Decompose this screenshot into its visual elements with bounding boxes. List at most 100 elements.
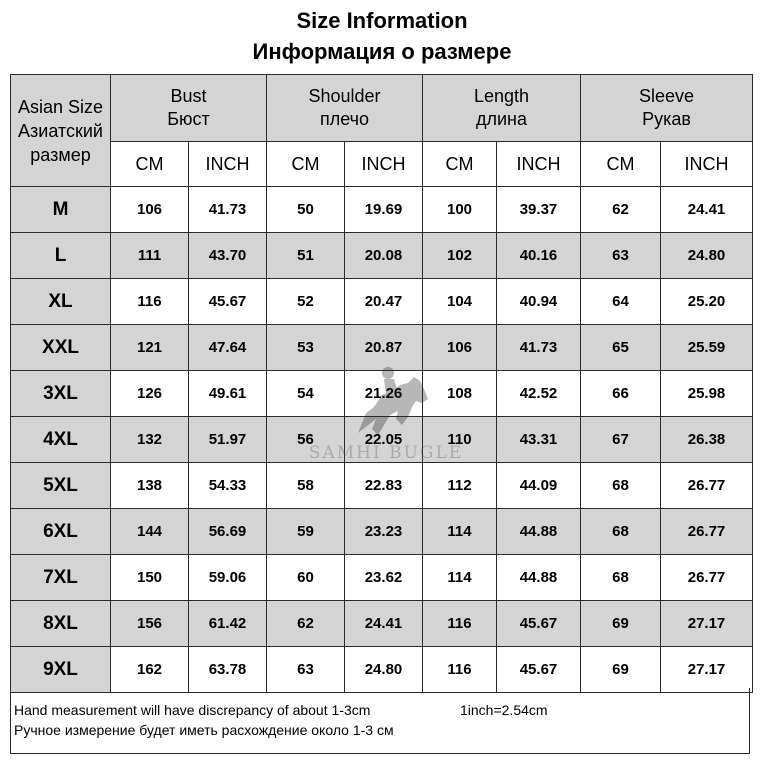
value-cell: 67	[580, 416, 661, 463]
value-cell: 27.17	[659, 600, 754, 647]
table-row: 9XL 162 63.78 63 24.80 116 45.67 69 27.17	[10, 646, 754, 693]
value-cell: 20.87	[344, 324, 423, 371]
unit-header: CM	[266, 141, 345, 187]
value-cell: 20.08	[344, 232, 423, 279]
value-cell: 24.80	[344, 646, 423, 693]
size-cell: 4XL	[10, 416, 111, 463]
table-row: 7XL 150 59.06 60 23.62 114 44.88 68 26.77	[10, 554, 754, 601]
value-cell: 132	[110, 416, 189, 463]
value-cell: 51.97	[188, 416, 267, 463]
unit-header: INCH	[344, 141, 423, 187]
value-cell: 26.77	[659, 508, 754, 555]
value-cell: 24.41	[659, 186, 754, 233]
value-cell: 47.64	[188, 324, 267, 371]
size-cell: M	[10, 186, 111, 233]
size-cell: 7XL	[10, 554, 111, 601]
unit-header: INCH	[659, 141, 754, 187]
value-cell: 68	[580, 508, 661, 555]
value-cell: 39.37	[496, 186, 581, 233]
unit-header: INCH	[188, 141, 267, 187]
value-cell: 19.69	[344, 186, 423, 233]
value-cell: 22.83	[344, 462, 423, 509]
value-cell: 26.77	[659, 554, 754, 601]
value-cell: 25.59	[659, 324, 754, 371]
value-cell: 45.67	[188, 278, 267, 325]
note-english: Hand measurement will have discrepancy o…	[14, 702, 371, 718]
value-cell: 26.38	[659, 416, 754, 463]
value-cell: 59.06	[188, 554, 267, 601]
value-cell: 63	[580, 232, 661, 279]
sleeve-group-header: Sleeve Рукав	[579, 74, 754, 142]
value-cell: 62	[580, 186, 661, 233]
value-cell: 63.78	[188, 646, 267, 693]
value-cell: 104	[422, 278, 497, 325]
value-cell: 69	[580, 600, 661, 647]
value-cell: 20.47	[344, 278, 423, 325]
value-cell: 27.17	[659, 646, 754, 693]
unit-header: CM	[422, 141, 497, 187]
value-cell: 56	[266, 416, 345, 463]
size-cell: XXL	[10, 324, 111, 371]
table-row: 3XL 126 49.61 54 21.26 108 42.52 66 25.98	[10, 370, 754, 417]
value-cell: 56.69	[188, 508, 267, 555]
value-cell: 26.77	[659, 462, 754, 509]
size-cell: 8XL	[10, 600, 111, 647]
size-table: Asian Size Азиатский размер Bust Бюст Sh…	[10, 74, 754, 693]
value-cell: 62	[266, 600, 345, 647]
value-cell: 51	[266, 232, 345, 279]
value-cell: 69	[580, 646, 661, 693]
value-cell: 25.98	[659, 370, 754, 417]
value-cell: 106	[110, 186, 189, 233]
value-cell: 44.09	[496, 462, 581, 509]
value-cell: 24.41	[344, 600, 423, 647]
table-row: L 111 43.70 51 20.08 102 40.16 63 24.80	[10, 232, 754, 279]
value-cell: 110	[422, 416, 497, 463]
value-cell: 138	[110, 462, 189, 509]
value-cell: 24.80	[659, 232, 754, 279]
value-cell: 111	[110, 232, 189, 279]
value-cell: 44.88	[496, 508, 581, 555]
value-cell: 40.94	[496, 278, 581, 325]
value-cell: 64	[580, 278, 661, 325]
note-russian: Ручное измерение будет иметь расхождение…	[14, 722, 394, 738]
value-cell: 50	[266, 186, 345, 233]
value-cell: 43.31	[496, 416, 581, 463]
value-cell: 156	[110, 600, 189, 647]
value-cell: 68	[580, 554, 661, 601]
value-cell: 59	[266, 508, 345, 555]
unit-header: INCH	[496, 141, 581, 187]
value-cell: 23.23	[344, 508, 423, 555]
value-cell: 58	[266, 462, 345, 509]
value-cell: 68	[580, 462, 661, 509]
value-cell: 22.05	[344, 416, 423, 463]
value-cell: 41.73	[188, 186, 267, 233]
size-cell: 5XL	[10, 462, 111, 509]
value-cell: 49.61	[188, 370, 267, 417]
table-row: 8XL 156 61.42 62 24.41 116 45.67 69 27.17	[10, 600, 754, 647]
value-cell: 23.62	[344, 554, 423, 601]
size-cell: 3XL	[10, 370, 111, 417]
value-cell: 150	[110, 554, 189, 601]
unit-header: CM	[580, 141, 661, 187]
value-cell: 21.26	[344, 370, 423, 417]
unit-header: CM	[110, 141, 189, 187]
value-cell: 112	[422, 462, 497, 509]
size-cell: L	[10, 232, 111, 279]
size-cell: 6XL	[10, 508, 111, 555]
value-cell: 53	[266, 324, 345, 371]
value-cell: 108	[422, 370, 497, 417]
value-cell: 144	[110, 508, 189, 555]
value-cell: 60	[266, 554, 345, 601]
table-row: XXL 121 47.64 53 20.87 106 41.73 65 25.59	[10, 324, 754, 371]
table-row: M 106 41.73 50 19.69 100 39.37 62 24.41	[10, 186, 754, 233]
table-row: 5XL 138 54.33 58 22.83 112 44.09 68 26.77	[10, 462, 754, 509]
value-cell: 100	[422, 186, 497, 233]
bust-group-header: Bust Бюст	[110, 74, 267, 142]
length-group-header: Length длина	[422, 74, 581, 142]
value-cell: 114	[422, 554, 497, 601]
value-cell: 45.67	[496, 600, 581, 647]
value-cell: 41.73	[496, 324, 581, 371]
value-cell: 114	[422, 508, 497, 555]
note-conversion: 1inch=2.54cm	[460, 702, 548, 718]
page-title: Size Information	[296, 8, 468, 33]
